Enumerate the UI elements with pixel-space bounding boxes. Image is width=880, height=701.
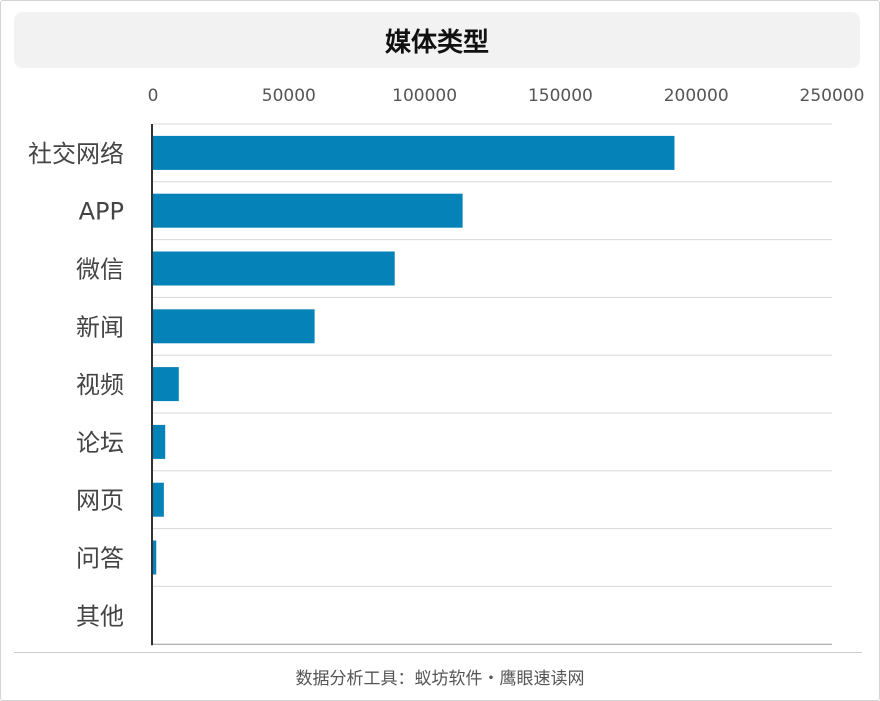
x-tick-label: 100000 (392, 86, 457, 106)
x-tick-label: 250000 (800, 86, 865, 106)
category-label: 网页 (76, 487, 124, 515)
bar (153, 482, 164, 517)
bar (153, 367, 179, 402)
grid-lines (153, 123, 832, 645)
category-label: 视频 (76, 371, 124, 399)
category-label: 微信 (76, 256, 124, 284)
category-label: APP (79, 198, 124, 226)
footer-source: 数据分析工具：蚁坊软件・鹰眼速读网 (295, 669, 585, 689)
category-label: 论坛 (76, 429, 124, 457)
chart-title: 媒体类型 (14, 12, 860, 68)
category-label: 其他 (76, 602, 124, 630)
bar (153, 135, 675, 170)
x-axis-ticks: 0 50000 100000 150000 200000 250000 (148, 86, 865, 106)
footer-divider (14, 652, 862, 653)
x-tick-label: 200000 (664, 86, 729, 106)
bar (153, 309, 315, 344)
x-tick-label: 150000 (528, 86, 593, 106)
x-tick-label: 50000 (262, 86, 316, 106)
category-label: 问答 (76, 545, 124, 573)
category-label: 新闻 (76, 313, 124, 341)
x-tick-label: 0 (148, 86, 159, 106)
bar (153, 193, 463, 228)
category-label: 社交网络 (28, 140, 124, 168)
bars (153, 135, 675, 575)
bar (153, 540, 157, 575)
bar (153, 424, 166, 459)
bar (153, 251, 395, 286)
